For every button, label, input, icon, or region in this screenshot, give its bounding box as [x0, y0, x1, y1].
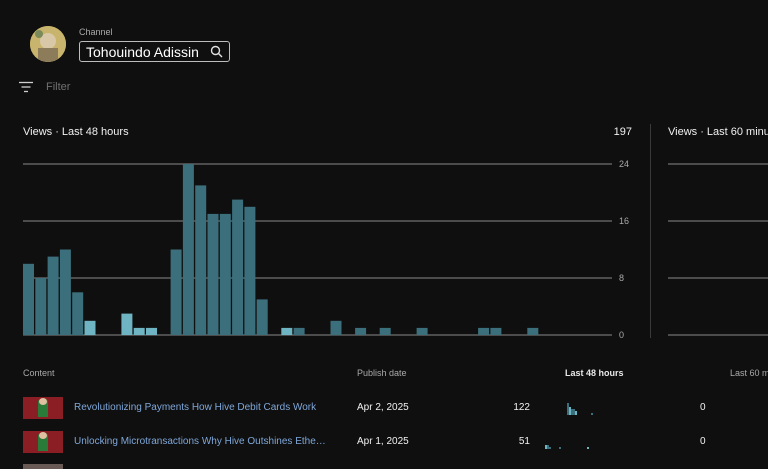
- col-header-last-48-hours[interactable]: Last 48 hours: [565, 368, 624, 378]
- thumbnail-figure: [38, 433, 48, 451]
- channel-selector[interactable]: Tohouindo Adissin: [79, 41, 230, 62]
- y-tick-label: 8: [619, 273, 624, 283]
- spark-bar: [569, 407, 571, 415]
- video-title-link[interactable]: Unlocking Microtransactions Why Hive Out…: [74, 436, 329, 447]
- spark-bar: [575, 411, 577, 415]
- bar: [59, 249, 71, 335]
- spark-bar: [547, 445, 549, 449]
- spark-bar: [559, 447, 561, 449]
- spark-bar: [573, 409, 575, 415]
- thumbnail-head: [39, 398, 47, 405]
- avatar-image: [30, 26, 66, 62]
- col-header-last-60-minutes[interactable]: Last 60 minutes: [730, 368, 768, 378]
- sparkline-48h: [567, 403, 593, 415]
- chart-48h-total: 197: [613, 126, 632, 138]
- channel-caption: Channel: [79, 27, 113, 37]
- panel-divider: [650, 124, 651, 338]
- video-thumbnail[interactable]: [23, 431, 63, 453]
- bar: [256, 299, 268, 335]
- bar: [355, 327, 367, 335]
- table-row[interactable]: Revolutionizing Payments How Hive Debit …: [0, 396, 768, 420]
- views-48h: 122: [513, 402, 530, 413]
- publish-date: Apr 2, 2025: [357, 402, 409, 413]
- search-icon[interactable]: [210, 45, 223, 58]
- y-tick-label: 24: [619, 159, 629, 169]
- publish-date: Apr 1, 2025: [357, 436, 409, 447]
- filter-input[interactable]: Filter: [46, 81, 71, 93]
- col-header-content[interactable]: Content: [23, 368, 55, 378]
- spark-bar: [571, 409, 573, 415]
- thumbnail-figure: [38, 399, 48, 417]
- bar: [195, 185, 207, 335]
- bar: [207, 213, 219, 335]
- bar: [527, 327, 539, 335]
- spark-bar: [549, 447, 551, 449]
- chart-60m-title: Views · Last 60 minutes: [668, 126, 768, 138]
- bar: [244, 206, 256, 336]
- bar: [281, 327, 293, 335]
- spark-bar: [567, 403, 569, 415]
- views-60m: 0: [700, 402, 706, 413]
- video-title-link[interactable]: Revolutionizing Payments How Hive Debit …: [74, 402, 317, 413]
- views-60m: 0: [700, 436, 706, 447]
- bar: [182, 164, 194, 335]
- bar: [379, 327, 391, 335]
- spark-bar: [545, 445, 547, 449]
- bar: [416, 327, 428, 335]
- filter-bar[interactable]: Filter: [18, 78, 70, 96]
- thumbnail-head: [39, 432, 47, 439]
- video-thumbnail[interactable]: [23, 464, 63, 469]
- bar: [219, 213, 231, 335]
- chart-48h-title: Views · Last 48 hours: [23, 126, 129, 138]
- bar: [47, 256, 59, 335]
- y-tick-label: 0: [619, 330, 624, 340]
- bar: [293, 327, 305, 335]
- video-thumbnail[interactable]: [23, 397, 63, 419]
- bar: [170, 249, 182, 335]
- bar: [72, 292, 84, 336]
- bar: [232, 199, 244, 335]
- col-header-publish-date[interactable]: Publish date: [357, 368, 407, 378]
- bar: [121, 313, 133, 335]
- bar: [146, 327, 157, 335]
- bar: [35, 278, 47, 335]
- bar: [133, 327, 145, 335]
- filter-icon[interactable]: [18, 81, 34, 93]
- table-row[interactable]: Unlocking Microtransactions Why Hive Out…: [0, 430, 768, 454]
- y-tick-label: 16: [619, 216, 629, 226]
- bar: [84, 320, 96, 336]
- avatar[interactable]: [30, 26, 66, 62]
- spark-bar: [587, 447, 589, 449]
- bar: [490, 327, 502, 335]
- channel-name: Tohouindo Adissin: [86, 43, 199, 60]
- bar: [330, 320, 342, 336]
- spark-bar: [591, 413, 593, 415]
- bar: [23, 263, 34, 336]
- sparkline-48h: [545, 445, 589, 449]
- bar: [478, 327, 490, 335]
- views-48h: 51: [518, 436, 530, 447]
